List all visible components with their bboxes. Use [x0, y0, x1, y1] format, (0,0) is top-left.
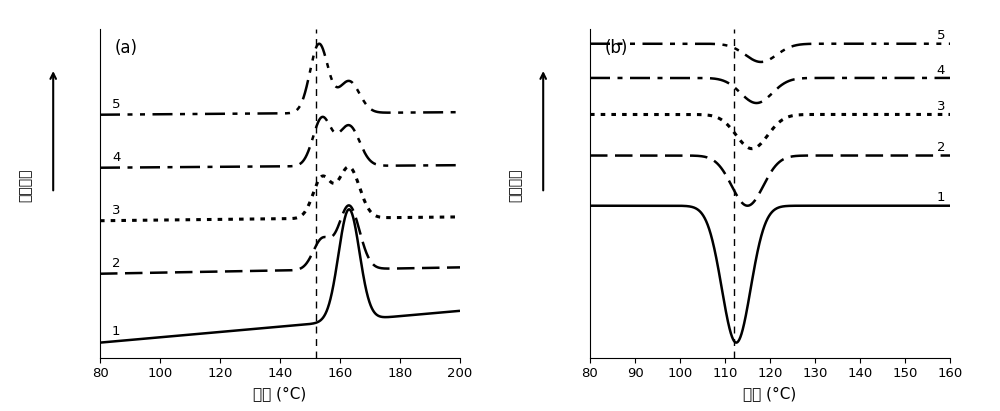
Text: 5: 5 — [112, 99, 121, 111]
Text: 1: 1 — [112, 326, 121, 338]
Text: 2: 2 — [112, 257, 121, 270]
X-axis label: 温度 (°C): 温度 (°C) — [743, 386, 797, 401]
X-axis label: 温度 (°C): 温度 (°C) — [253, 386, 307, 401]
Text: 1: 1 — [936, 192, 945, 204]
Text: 2: 2 — [936, 141, 945, 154]
Text: 5: 5 — [936, 29, 945, 42]
Text: 3: 3 — [112, 204, 121, 217]
Text: 3: 3 — [936, 100, 945, 113]
Text: (b): (b) — [604, 39, 628, 57]
Text: 吸热方向: 吸热方向 — [18, 168, 32, 202]
Text: 吸热方向: 吸热方向 — [508, 168, 522, 202]
Text: 4: 4 — [112, 152, 120, 164]
Text: 4: 4 — [936, 64, 945, 76]
Text: (a): (a) — [114, 39, 137, 57]
